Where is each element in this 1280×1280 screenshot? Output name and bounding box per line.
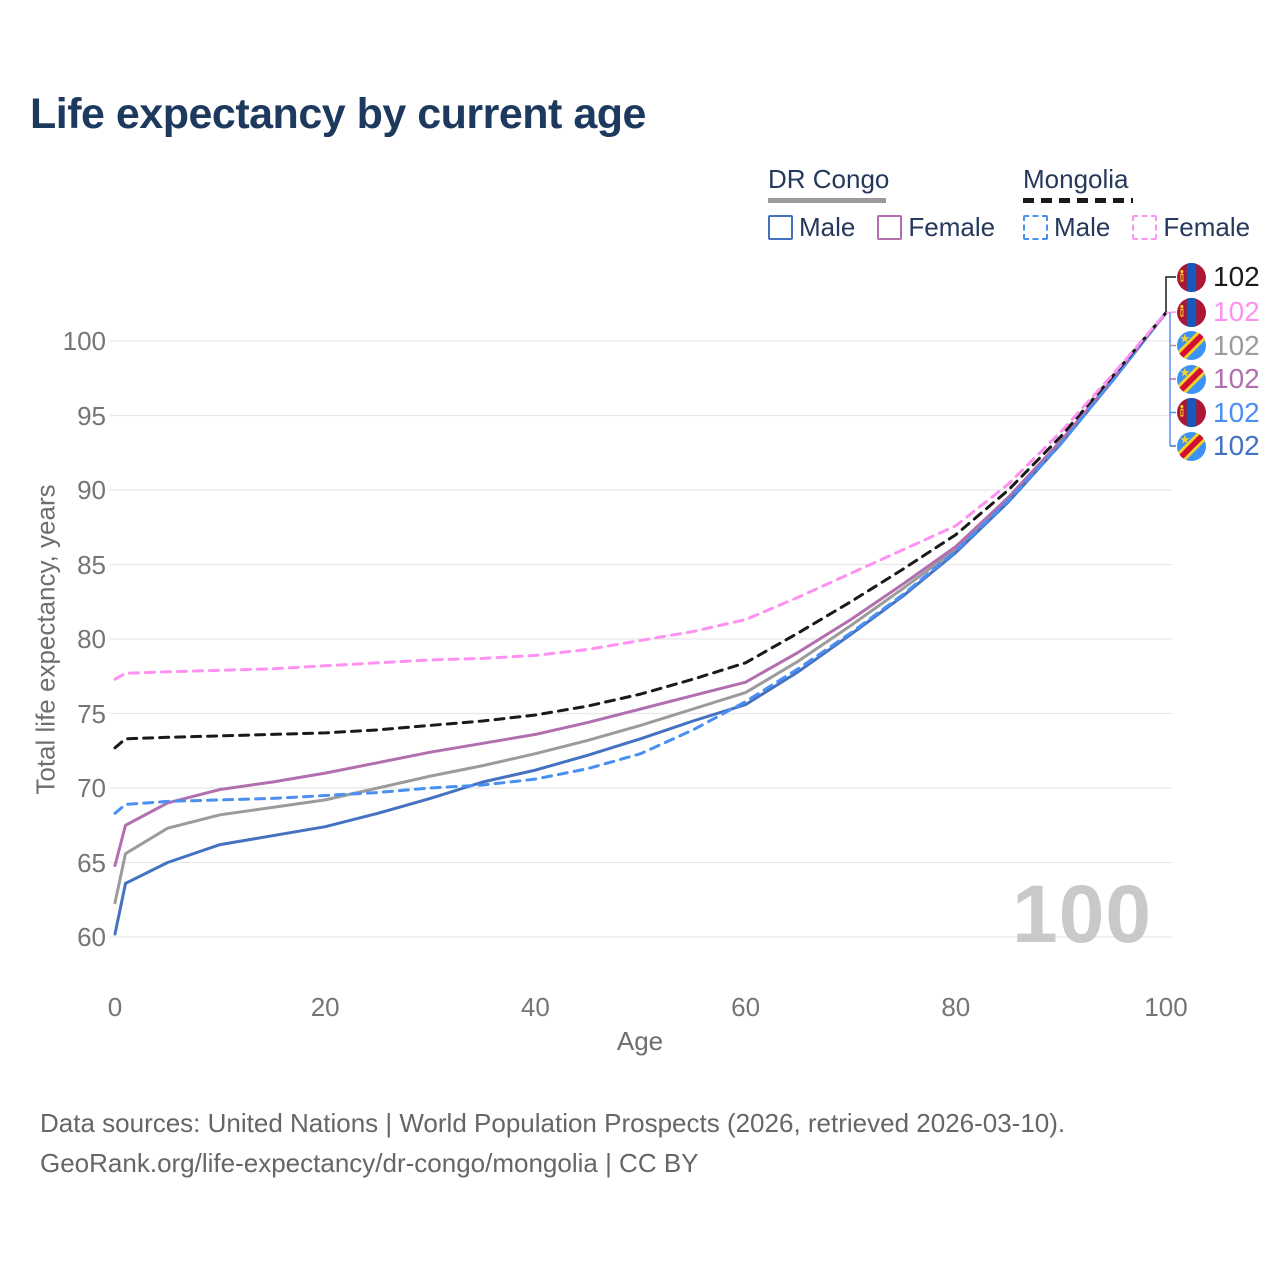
y-tick-label-80: 80 xyxy=(77,624,106,654)
end-label-value-dr-congo-female: 102 xyxy=(1213,363,1260,394)
x-tick-label-40: 40 xyxy=(520,992,550,1022)
y-tick-label-65: 65 xyxy=(77,847,106,878)
mongolia-flag-icon xyxy=(1177,297,1206,327)
age-counter: 100 xyxy=(1012,869,1152,960)
mongolia-flag-icon xyxy=(1177,398,1206,427)
end-label-value-mongolia-all: 102 xyxy=(1213,261,1260,292)
y-tick-label-100: 100 xyxy=(62,326,106,356)
x-tick-label-0: 0 xyxy=(107,992,123,1022)
x-tick-label-80: 80 xyxy=(941,992,971,1022)
end-label-row-mongolia-male: 102 xyxy=(1177,396,1260,428)
series-line-dr-congo-male[interactable] xyxy=(113,311,1168,936)
attribution-note: GeoRank.org/life-expectancy/dr-congo/mon… xyxy=(40,1148,699,1178)
end-label-value-dr-congo-male: 102 xyxy=(1213,430,1260,461)
y-tick-label-95: 95 xyxy=(77,400,106,431)
leader-line-mongolia-all xyxy=(1165,276,1176,313)
legend-swatch-icon xyxy=(1132,215,1158,240)
end-label-row-mongolia-all: 102 xyxy=(1177,261,1260,292)
x-tick-label-100: 100 xyxy=(1144,992,1188,1022)
legend-items-mongolia: Male Female xyxy=(1023,212,1272,243)
legend-country-line-dr-congo xyxy=(768,198,886,203)
end-label-value-mongolia-male: 102 xyxy=(1213,396,1260,428)
page-title: Life expectancy by current age xyxy=(30,90,646,138)
x-tick-label-60: 60 xyxy=(731,992,761,1022)
end-label-row-dr-congo-female: 102 xyxy=(1177,363,1260,394)
series-line-dr-congo-all[interactable] xyxy=(113,311,1168,905)
series-line-mongolia-female[interactable] xyxy=(113,311,1168,681)
legend-country-line-mongolia xyxy=(1023,198,1133,203)
legend-swatch-icon xyxy=(1023,215,1048,240)
legend-group-dr-congo: DR Congo Male Female xyxy=(768,164,1017,243)
legend-country-label-dr-congo[interactable]: DR Congo xyxy=(768,164,890,194)
legend-item-dr-congo-male[interactable]: Male xyxy=(768,212,855,243)
dr-congo-flag-icon xyxy=(1177,331,1206,360)
legend-item-dr-congo-female[interactable]: Female xyxy=(877,212,995,243)
mongolia-flag-icon xyxy=(1177,262,1206,292)
legend-country-label-mongolia[interactable]: Mongolia xyxy=(1023,164,1129,194)
y-tick-label-75: 75 xyxy=(77,698,106,729)
end-label-row-mongolia-female: 102 xyxy=(1177,296,1260,327)
dr-congo-flag-icon xyxy=(1177,364,1206,394)
y-tick-label-70: 70 xyxy=(77,773,106,803)
legend-item-label: Male xyxy=(1054,212,1111,242)
legend-swatch-icon xyxy=(768,215,793,240)
data-sources-note: Data sources: United Nations | World Pop… xyxy=(40,1108,1066,1138)
end-label-value-mongolia-female: 102 xyxy=(1213,296,1260,327)
legend-item-label: Female xyxy=(1163,212,1251,242)
legend-items-dr-congo: Male Female xyxy=(768,212,1017,243)
y-tick-label-85: 85 xyxy=(77,549,106,580)
series-line-dr-congo-female[interactable] xyxy=(113,311,1168,867)
dr-congo-flag-icon xyxy=(1177,431,1206,461)
end-label-row-dr-congo-male: 102 xyxy=(1177,430,1260,461)
series-line-mongolia-all[interactable] xyxy=(113,311,1168,750)
legend-item-label: Male xyxy=(799,212,856,242)
end-label-value-dr-congo-all: 102 xyxy=(1213,329,1260,361)
legend-item-mongolia-male[interactable]: Male xyxy=(1023,212,1110,243)
legend-item-label: Female xyxy=(908,212,996,242)
y-tick-label-90: 90 xyxy=(77,475,106,505)
end-label-row-dr-congo-all: 102 xyxy=(1177,329,1260,361)
legend-group-mongolia: Mongolia Male Female xyxy=(1023,164,1272,243)
legend-item-mongolia-female[interactable]: Female xyxy=(1132,212,1250,243)
y-tick-label-60: 60 xyxy=(77,922,106,952)
x-tick-label-20: 20 xyxy=(310,992,340,1022)
x-axis-title: Age xyxy=(616,1026,664,1056)
series-line-mongolia-male[interactable] xyxy=(113,311,1168,815)
y-axis-title: Total life expectancy, years xyxy=(30,484,61,795)
legend-swatch-icon xyxy=(877,215,903,240)
leader-line-mongolia-female xyxy=(1165,311,1177,314)
